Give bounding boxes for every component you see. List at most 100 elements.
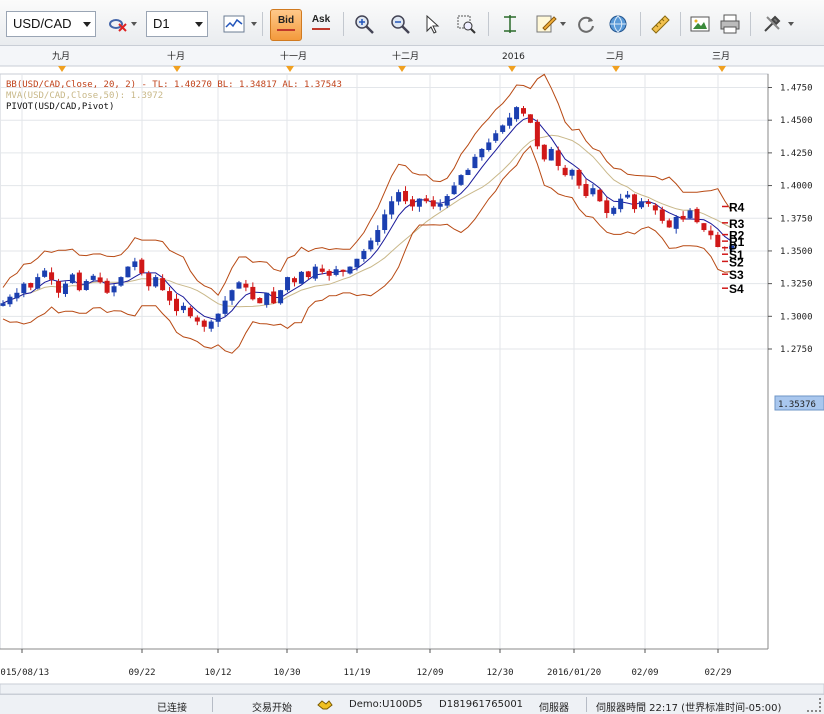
candle-body (652, 205, 658, 211)
candle-body (507, 117, 513, 126)
resize-grip-icon[interactable] (807, 698, 821, 712)
candle-body (396, 192, 402, 202)
candle-body (194, 317, 200, 322)
candle-body (326, 270, 332, 276)
candle-body (389, 201, 395, 215)
candle-body (167, 291, 173, 301)
candle-body (416, 198, 422, 207)
current-price-tag: 1.35376 (774, 395, 824, 411)
session-id: D181961765001 (439, 699, 524, 710)
dropdown-icon (560, 22, 566, 26)
ruler-button[interactable] (646, 10, 674, 38)
timeframe-select[interactable]: D1 (146, 11, 208, 37)
price-tick-label: 1.3000 (780, 312, 813, 322)
status-bar: 已连接 交易开始 Demo:U100D5 D181961765001 伺服器 伺… (0, 694, 824, 714)
candle-body (680, 215, 686, 220)
candle-body (139, 259, 145, 274)
candle-body (125, 266, 131, 278)
candle-body (576, 169, 582, 186)
horizontal-scrollbar[interactable] (0, 683, 824, 694)
bollinger-bands (2, 73, 733, 354)
vertical-line-button[interactable] (496, 10, 524, 38)
candle-body (0, 303, 6, 306)
trade-status: 交易开始 (252, 703, 292, 714)
candle-body (458, 175, 464, 185)
candle-body (187, 307, 193, 317)
date-tick-label: 10/12 (205, 668, 232, 678)
tools-icon (764, 15, 781, 32)
candle-body (493, 133, 499, 141)
screenshot-button[interactable] (686, 10, 714, 38)
month-marker (718, 66, 726, 72)
candle-body (333, 269, 339, 275)
crosshair-zoom-button[interactable] (452, 10, 480, 38)
price-tick-label: 1.4000 (780, 182, 813, 192)
candle-body (729, 245, 735, 250)
candle-body (701, 223, 707, 231)
candle-body (83, 281, 89, 290)
edit-icon (536, 15, 557, 33)
candle-body (555, 150, 561, 166)
candle-body (659, 209, 665, 221)
candle-body (611, 207, 617, 214)
pivot-label: R4 (729, 200, 745, 214)
bb-indicator-label: BB(USD/CAD,Close, 20, 2) - TL: 1.40270 B… (6, 80, 342, 90)
candle-body (534, 121, 540, 147)
current-price-value: 1.35376 (778, 400, 816, 410)
timeframe-value: D1 (153, 16, 170, 31)
tools-button[interactable] (758, 10, 786, 38)
candle-body (403, 190, 409, 202)
chart-type-button[interactable] (220, 10, 248, 38)
crosshair-zoom-icon (457, 15, 476, 34)
candle-body (632, 194, 638, 210)
candle-body (97, 277, 103, 283)
vertical-line-icon (504, 15, 516, 33)
candle-body (298, 271, 304, 284)
candle-body (694, 208, 700, 223)
chevron-down-icon (195, 22, 203, 27)
symbol-select[interactable]: USD/CAD (6, 11, 96, 37)
cursor-button[interactable] (418, 10, 446, 38)
candle-body (347, 266, 353, 274)
bb-lower-line (2, 145, 732, 354)
month-marker (398, 66, 406, 72)
price-tick-label: 1.2750 (780, 345, 813, 355)
refresh-icon (578, 16, 594, 33)
price-tick-label: 1.4250 (780, 149, 813, 159)
print-button[interactable] (716, 10, 744, 38)
candle-body (236, 282, 242, 289)
ask-button[interactable]: Ask (305, 9, 337, 41)
printer-icon (720, 14, 740, 34)
date-tick-label: 12/09 (417, 668, 444, 678)
dropdown-icon (131, 22, 137, 26)
candle-body (479, 148, 485, 158)
candle-body (257, 298, 263, 304)
candle-body (638, 201, 644, 208)
candle-body (285, 277, 291, 291)
candle-body (604, 200, 610, 214)
chevron-down-icon (83, 22, 91, 27)
globe-button[interactable] (604, 10, 632, 38)
candle-body (368, 240, 374, 250)
candle-body (291, 278, 297, 283)
candles (0, 105, 735, 332)
pivot-indicator-label: PIVOT(USD/CAD,Pivot) (6, 102, 114, 112)
candle-body (486, 142, 492, 151)
zoom-in-button[interactable] (350, 10, 378, 38)
server-label: 伺服器 (539, 703, 569, 714)
bid-button[interactable]: Bid (270, 9, 302, 41)
candle-body (527, 114, 533, 123)
month-marker (58, 66, 66, 72)
candle-body (361, 250, 367, 260)
candle-body (409, 199, 415, 207)
candle-body (180, 305, 186, 311)
price-tick-label: 1.4500 (780, 116, 813, 126)
refresh-button[interactable] (572, 10, 600, 38)
month-axis: 九月 十月 十一月 十二月 2016 二月 三月 (0, 46, 824, 72)
remove-symbol-button[interactable] (104, 10, 132, 38)
candle-body (222, 300, 228, 314)
edit-button[interactable] (532, 10, 560, 38)
zoom-out-button[interactable] (386, 10, 414, 38)
cursor-icon (426, 14, 440, 34)
